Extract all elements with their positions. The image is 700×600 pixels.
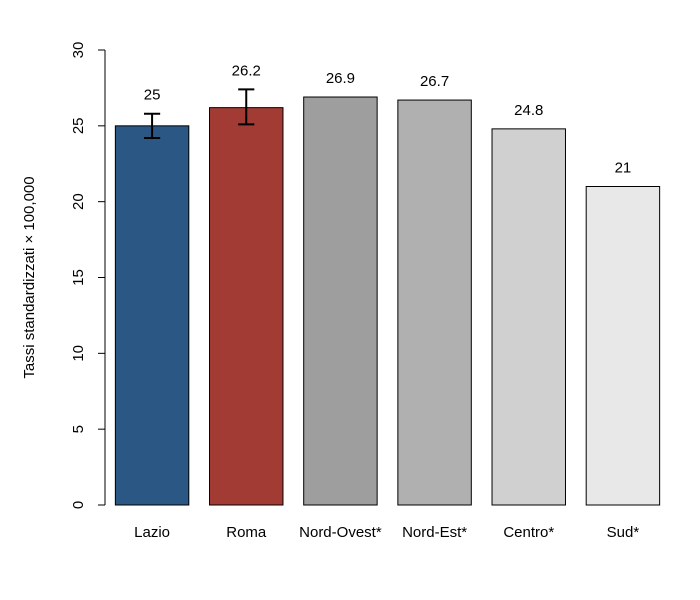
y-tick-label: 20 <box>70 193 87 210</box>
y-tick-label: 30 <box>70 42 87 59</box>
bar <box>115 126 188 505</box>
value-label: 25 <box>144 87 161 104</box>
chart-svg: Tassi standardizzati × 100,000 0 5 10 15 20 2… <box>0 0 700 600</box>
y-tick-label: 25 <box>70 117 87 134</box>
category-label: Sud* <box>607 524 640 541</box>
category-label: Centro* <box>503 524 554 541</box>
y-axis-title: Tassi standardizzati × 100,000 <box>21 176 38 378</box>
value-label: 21 <box>615 160 632 177</box>
category-label: Nord-Est* <box>402 524 467 541</box>
bar <box>304 97 377 505</box>
y-tick-label: 0 <box>70 501 87 509</box>
category-label: Lazio <box>134 524 170 541</box>
y-ticks: 0 5 10 15 20 25 30 <box>70 42 105 510</box>
y-tick-label: 5 <box>70 425 87 433</box>
bar <box>586 187 659 506</box>
value-label: 26.9 <box>326 70 355 87</box>
y-tick-label: 10 <box>70 345 87 362</box>
bar <box>398 100 471 505</box>
bars <box>115 97 659 505</box>
category-labels: Lazio Roma Nord-Ovest* Nord-Est* Centro* Sud* <box>134 524 639 541</box>
y-tick-label: 15 <box>70 269 87 286</box>
bar <box>210 108 283 505</box>
value-label: 24.8 <box>514 102 543 119</box>
value-label: 26.2 <box>232 62 261 79</box>
category-label: Roma <box>226 524 267 541</box>
value-label: 26.7 <box>420 73 449 90</box>
bar <box>492 129 565 505</box>
chart-container: Tassi standardizzati × 100,000 0 5 10 15 20 2… <box>0 0 700 600</box>
category-label: Nord-Ovest* <box>299 524 382 541</box>
